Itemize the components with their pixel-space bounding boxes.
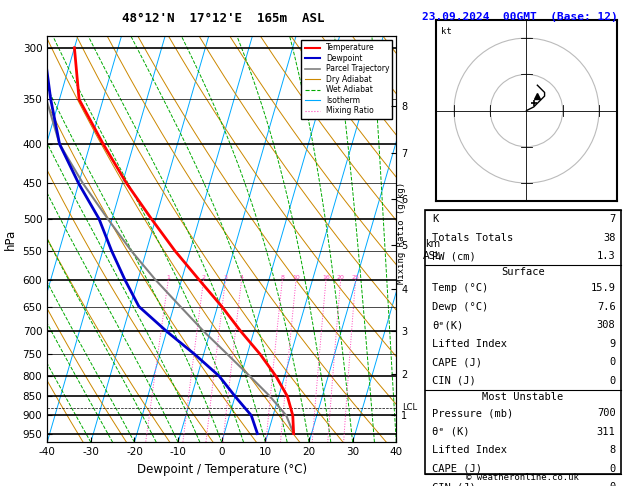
Text: Lifted Index: Lifted Index	[433, 339, 508, 349]
Text: 3: 3	[223, 275, 228, 280]
Text: θᵉ(K): θᵉ(K)	[433, 320, 464, 330]
Text: 0: 0	[610, 376, 616, 386]
Text: K: K	[433, 214, 438, 224]
Text: CAPE (J): CAPE (J)	[433, 464, 482, 473]
Text: 1.3: 1.3	[597, 251, 616, 261]
Text: © weatheronline.co.uk: © weatheronline.co.uk	[466, 473, 579, 482]
Text: PW (cm): PW (cm)	[433, 251, 476, 261]
Text: 25: 25	[352, 275, 360, 280]
Text: 0: 0	[610, 357, 616, 367]
Text: 2: 2	[202, 275, 206, 280]
Text: CIN (J): CIN (J)	[433, 376, 476, 386]
Text: Lifted Index: Lifted Index	[433, 445, 508, 455]
Text: Temp (°C): Temp (°C)	[433, 283, 489, 294]
Text: Totals Totals: Totals Totals	[433, 233, 514, 243]
Text: 4: 4	[240, 275, 243, 280]
Text: 15.9: 15.9	[591, 283, 616, 294]
Text: 308: 308	[597, 320, 616, 330]
Text: Most Unstable: Most Unstable	[482, 392, 564, 402]
Text: Dewp (°C): Dewp (°C)	[433, 302, 489, 312]
Text: 10: 10	[292, 275, 300, 280]
Text: CAPE (J): CAPE (J)	[433, 357, 482, 367]
Text: Pressure (mb): Pressure (mb)	[433, 408, 514, 418]
Text: 9: 9	[610, 339, 616, 349]
Legend: Temperature, Dewpoint, Parcel Trajectory, Dry Adiabat, Wet Adiabat, Isotherm, Mi: Temperature, Dewpoint, Parcel Trajectory…	[301, 40, 392, 119]
Text: kt: kt	[442, 27, 452, 36]
Text: 0: 0	[610, 482, 616, 486]
Text: 8: 8	[610, 445, 616, 455]
Text: 8: 8	[281, 275, 284, 280]
Text: 7: 7	[610, 214, 616, 224]
Y-axis label: hPa: hPa	[4, 229, 17, 250]
Text: 1: 1	[166, 275, 170, 280]
Text: 20: 20	[337, 275, 345, 280]
Text: 311: 311	[597, 427, 616, 436]
Text: 48°12'N  17°12'E  165m  ASL: 48°12'N 17°12'E 165m ASL	[122, 12, 325, 25]
Text: 38: 38	[603, 233, 616, 243]
Text: CIN (J): CIN (J)	[433, 482, 476, 486]
Text: Surface: Surface	[501, 267, 545, 278]
Text: θᵉ (K): θᵉ (K)	[433, 427, 470, 436]
Text: 16: 16	[322, 275, 330, 280]
Y-axis label: km
ASL: km ASL	[423, 240, 442, 261]
Text: 7.6: 7.6	[597, 302, 616, 312]
X-axis label: Dewpoint / Temperature (°C): Dewpoint / Temperature (°C)	[136, 463, 307, 476]
Text: 0: 0	[610, 464, 616, 473]
Text: 23.09.2024  00GMT  (Base: 12): 23.09.2024 00GMT (Base: 12)	[422, 12, 618, 22]
Text: 700: 700	[597, 408, 616, 418]
Text: Mixing Ratio (g/kg): Mixing Ratio (g/kg)	[397, 182, 406, 284]
Text: LCL: LCL	[402, 403, 417, 413]
